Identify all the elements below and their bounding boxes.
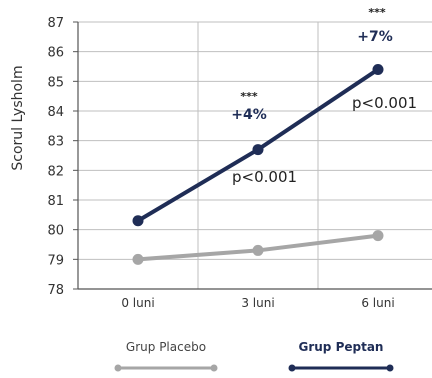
legend: Grup Placebo Grup Peptan — [114, 340, 394, 372]
y-tick-label: 87 — [47, 16, 64, 31]
legend-marker — [288, 364, 296, 372]
percent-change-label: +7% — [357, 29, 393, 45]
x-tick-label: 0 luni — [121, 296, 154, 310]
annotations: *** +4% p<0.001 *** +7% p<0.001 — [231, 6, 417, 186]
y-tick-label: 83 — [47, 135, 64, 150]
legend-item-peptan: Grup Peptan — [288, 340, 394, 372]
y-tick-label: 80 — [47, 224, 64, 239]
data-point — [372, 230, 384, 242]
data-point — [132, 253, 144, 265]
y-tick-labels: 78 79 80 81 82 83 84 85 86 87 — [47, 16, 78, 298]
y-tick-label: 81 — [47, 194, 64, 209]
axes — [77, 22, 432, 290]
percent-change-label: +4% — [231, 107, 267, 123]
data-point — [372, 63, 384, 75]
series-peptan — [132, 63, 384, 227]
y-tick-label: 79 — [47, 253, 64, 268]
p-value-label: p<0.001 — [232, 168, 297, 186]
y-tick-label: 78 — [47, 283, 64, 298]
significance-stars: *** — [240, 90, 258, 103]
legend-marker — [114, 364, 122, 372]
x-tick-label: 6 luni — [361, 296, 394, 310]
x-tick-label: 3 luni — [241, 296, 274, 310]
legend-label: Grup Placebo — [126, 340, 206, 354]
legend-marker — [210, 364, 218, 372]
series-placebo — [132, 230, 384, 265]
y-tick-label: 84 — [47, 105, 64, 120]
x-tick-labels: 0 luni 3 luni 6 luni — [121, 296, 394, 310]
y-tick-label: 82 — [47, 164, 64, 179]
legend-marker — [386, 364, 394, 372]
data-point — [252, 244, 264, 256]
data-point — [252, 144, 264, 156]
y-axis-label: Scorul Lysholm — [10, 65, 26, 170]
legend-label: Grup Peptan — [299, 340, 384, 354]
p-value-label: p<0.001 — [352, 94, 417, 112]
grid — [78, 21, 432, 289]
significance-stars: *** — [368, 6, 386, 19]
y-tick-label: 86 — [47, 46, 64, 61]
series — [132, 63, 384, 265]
legend-item-placebo: Grup Placebo — [114, 340, 218, 372]
data-point — [132, 215, 144, 227]
y-tick-label: 85 — [47, 75, 64, 90]
